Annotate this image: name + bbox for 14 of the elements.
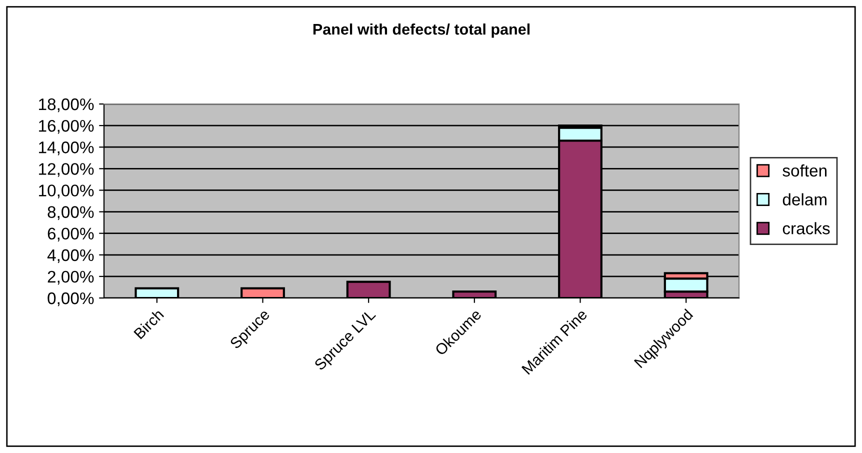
y-tick-label: 10,00% <box>39 184 94 198</box>
y-tick-label: 2,00% <box>48 270 94 285</box>
y-tick-label: 12,00% <box>39 163 94 177</box>
chart-title: Panel with defects/ total panel <box>313 23 530 38</box>
y-tick-label: 6,00% <box>48 228 94 242</box>
y-tick-label: 8,00% <box>48 206 94 220</box>
y-tick-label: 0,00% <box>48 292 94 306</box>
y-tick-label: 4,00% <box>47 249 94 264</box>
y-tick-label: 18,00% <box>39 98 94 112</box>
legend-label: delam <box>782 193 826 206</box>
y-tick-label: 16,00% <box>39 120 94 134</box>
legend-label: soften <box>782 164 826 177</box>
legend-label: cracks <box>782 222 830 234</box>
y-tick-label: 14,00% <box>39 142 94 156</box>
